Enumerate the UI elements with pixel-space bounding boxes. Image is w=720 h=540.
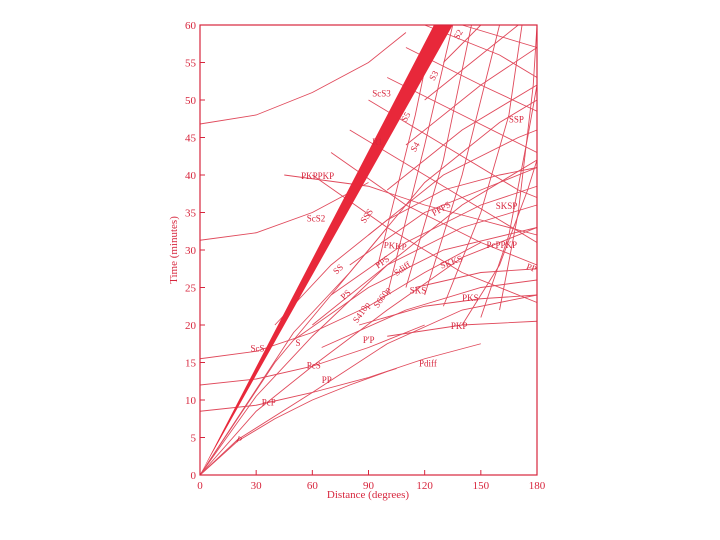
phase-label: PcPPKP <box>486 240 517 250</box>
y-tick-label: 10 <box>185 395 197 407</box>
phase-label: S3 <box>427 69 441 83</box>
y-tick-label: 40 <box>185 170 197 182</box>
phase-label: S2 <box>451 28 464 41</box>
phase-label: ScS2 <box>307 214 326 224</box>
travel-time-curve-7 <box>199 343 481 412</box>
travel-time-curve-15 <box>284 174 538 236</box>
travel-time-curve-30 <box>424 24 519 101</box>
phase-label: SS <box>331 262 345 276</box>
y-tick-label: 15 <box>185 358 197 370</box>
phase-label: PKS <box>462 293 479 303</box>
travel-time-curve-42 <box>321 279 538 348</box>
travel-time-curve-24 <box>312 204 538 326</box>
phase-label: S660p <box>371 285 393 310</box>
travel-time-curve-9 <box>199 242 482 360</box>
phase-label: PcS <box>307 361 321 371</box>
phase-label: SKSP <box>496 201 518 211</box>
x-tick-label: 150 <box>473 480 490 492</box>
travel-time-curve-28 <box>386 84 538 191</box>
travel-time-curve-4 <box>199 159 538 476</box>
travel-time-curve-6 <box>199 227 388 476</box>
surface-wave-band <box>200 25 453 475</box>
travel-time-curve-26 <box>349 167 538 266</box>
travel-time-curve-33 <box>480 84 538 318</box>
travel-time-curve-14 <box>415 268 538 288</box>
x-tick-label: 180 <box>529 480 546 492</box>
travel-time-curve-37 <box>405 24 472 288</box>
y-axis-title: Time (minutes) <box>168 216 180 284</box>
x-tick-label: 90 <box>363 480 375 492</box>
y-tick-label: 5 <box>191 433 197 445</box>
travel-time-curve-2 <box>199 294 538 476</box>
phase-label: Pdiff <box>419 358 437 368</box>
y-tick-label: 60 <box>185 20 197 32</box>
y-tick-label: 35 <box>185 208 197 220</box>
travel-time-curve-12 <box>359 294 538 326</box>
x-tick-label: 120 <box>416 480 433 492</box>
travel-time-curve-40 <box>274 167 538 326</box>
phase-label: ScS <box>251 343 265 353</box>
travel-time-curve-35 <box>442 24 523 307</box>
travel-time-curve-34 <box>499 24 538 311</box>
phase-label: PKP <box>451 321 468 331</box>
y-tick-label: 55 <box>185 58 197 70</box>
phase-label: P <box>235 434 244 445</box>
travel-time-curve-31 <box>443 24 482 63</box>
travel-time-curve-8 <box>199 324 425 386</box>
x-axis-title: Distance (degrees) <box>327 489 409 501</box>
travel-time-curve-36 <box>424 24 500 296</box>
phase-label: PP <box>322 375 332 385</box>
phase-label: PKKP <box>383 240 407 252</box>
x-tick-label: 0 <box>197 480 203 492</box>
travel-time-curve-29 <box>405 47 538 146</box>
travel-time-curve-10 <box>199 182 369 241</box>
y-tick-label: 30 <box>185 245 197 257</box>
y-tick-label: 25 <box>185 283 197 295</box>
travel-time-curve-32 <box>461 159 538 326</box>
phase-label: PKPPKP <box>301 171 334 181</box>
travel-time-curve-41 <box>293 227 538 341</box>
phase-label: SKKS <box>439 253 464 270</box>
phase-label: PPS <box>373 254 391 271</box>
phase-label: S410p <box>351 300 373 325</box>
y-tick-label: 50 <box>185 95 197 107</box>
x-tick-label: 30 <box>251 480 263 492</box>
travel-time-curve-19 <box>368 99 538 198</box>
phase-label: PcP <box>262 397 276 407</box>
phase-label: ScS3 <box>372 88 391 98</box>
phase-label: PP <box>525 261 538 274</box>
travel-time-curve-23 <box>461 24 538 48</box>
phase-label: R1 <box>372 137 383 147</box>
travel-time-curve-38 <box>386 24 454 296</box>
travel-time-curve-3 <box>199 227 538 476</box>
travel-time-curve-22 <box>424 24 538 78</box>
travel-time-curve-11 <box>199 32 407 125</box>
curves-group <box>199 24 538 476</box>
phase-label: SSP <box>509 115 524 125</box>
x-tick-label: 60 <box>307 480 319 492</box>
phase-label: SKS <box>410 286 427 296</box>
phase-label: S <box>295 338 300 348</box>
phase-label: P'P <box>363 335 375 345</box>
y-tick-label: 0 <box>191 470 197 482</box>
y-ticks: 0 5 10 15 20 25 30 35 40 45 50 55 60 <box>185 20 205 482</box>
y-tick-label: 20 <box>185 320 197 332</box>
travel-time-curve-25 <box>330 185 538 296</box>
x-ticks: 0 30 60 90 120 150 180 <box>197 470 546 492</box>
y-tick-label: 45 <box>185 133 197 145</box>
phase-label: SSS <box>358 207 375 225</box>
